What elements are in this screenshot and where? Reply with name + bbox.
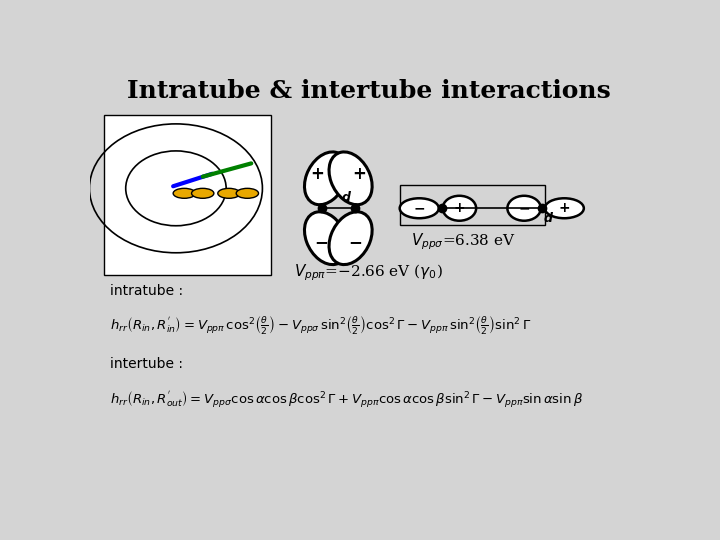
- Text: $h_{rr}\left(R_{in},R^{'}_{out}\right)=V_{pp\sigma}\cos\alpha\cos\beta\cos^2\Gam: $h_{rr}\left(R_{in},R^{'}_{out}\right)=V…: [109, 389, 582, 410]
- Text: d: d: [544, 212, 553, 225]
- Text: +: +: [310, 165, 324, 183]
- Ellipse shape: [400, 198, 438, 218]
- Ellipse shape: [443, 196, 476, 221]
- Text: $V_{pp\sigma}$=6.38 eV: $V_{pp\sigma}$=6.38 eV: [411, 231, 516, 252]
- Text: intertube :: intertube :: [109, 357, 183, 371]
- Bar: [400, 185, 545, 225]
- Text: +: +: [353, 165, 366, 183]
- Text: $h_{rr}\left(R_{in},R^{'}_{in}\right)=V_{pp\pi}\,\cos^2\!\left(\frac{\theta}{2}\: $h_{rr}\left(R_{in},R^{'}_{in}\right)=V_…: [109, 314, 531, 336]
- Text: $V_{pp\pi}$=−2.66 eV ($\gamma_0$): $V_{pp\pi}$=−2.66 eV ($\gamma_0$): [294, 262, 443, 283]
- Ellipse shape: [192, 188, 214, 198]
- Ellipse shape: [217, 188, 240, 198]
- Text: −: −: [413, 201, 425, 215]
- Text: −: −: [315, 233, 328, 251]
- Text: d: d: [341, 191, 350, 204]
- Text: −: −: [518, 201, 530, 215]
- Ellipse shape: [508, 196, 541, 221]
- Text: +: +: [454, 201, 465, 215]
- Bar: [104, 114, 271, 275]
- Text: +: +: [559, 201, 570, 215]
- Ellipse shape: [329, 152, 372, 205]
- Text: intratube :: intratube :: [109, 285, 183, 299]
- Text: Intratube & intertube interactions: Intratube & intertube interactions: [127, 79, 611, 103]
- Ellipse shape: [236, 188, 258, 198]
- Text: −: −: [348, 233, 362, 251]
- Ellipse shape: [329, 212, 372, 265]
- Ellipse shape: [545, 198, 584, 218]
- Ellipse shape: [173, 188, 195, 198]
- Ellipse shape: [305, 152, 348, 205]
- Ellipse shape: [305, 212, 348, 265]
